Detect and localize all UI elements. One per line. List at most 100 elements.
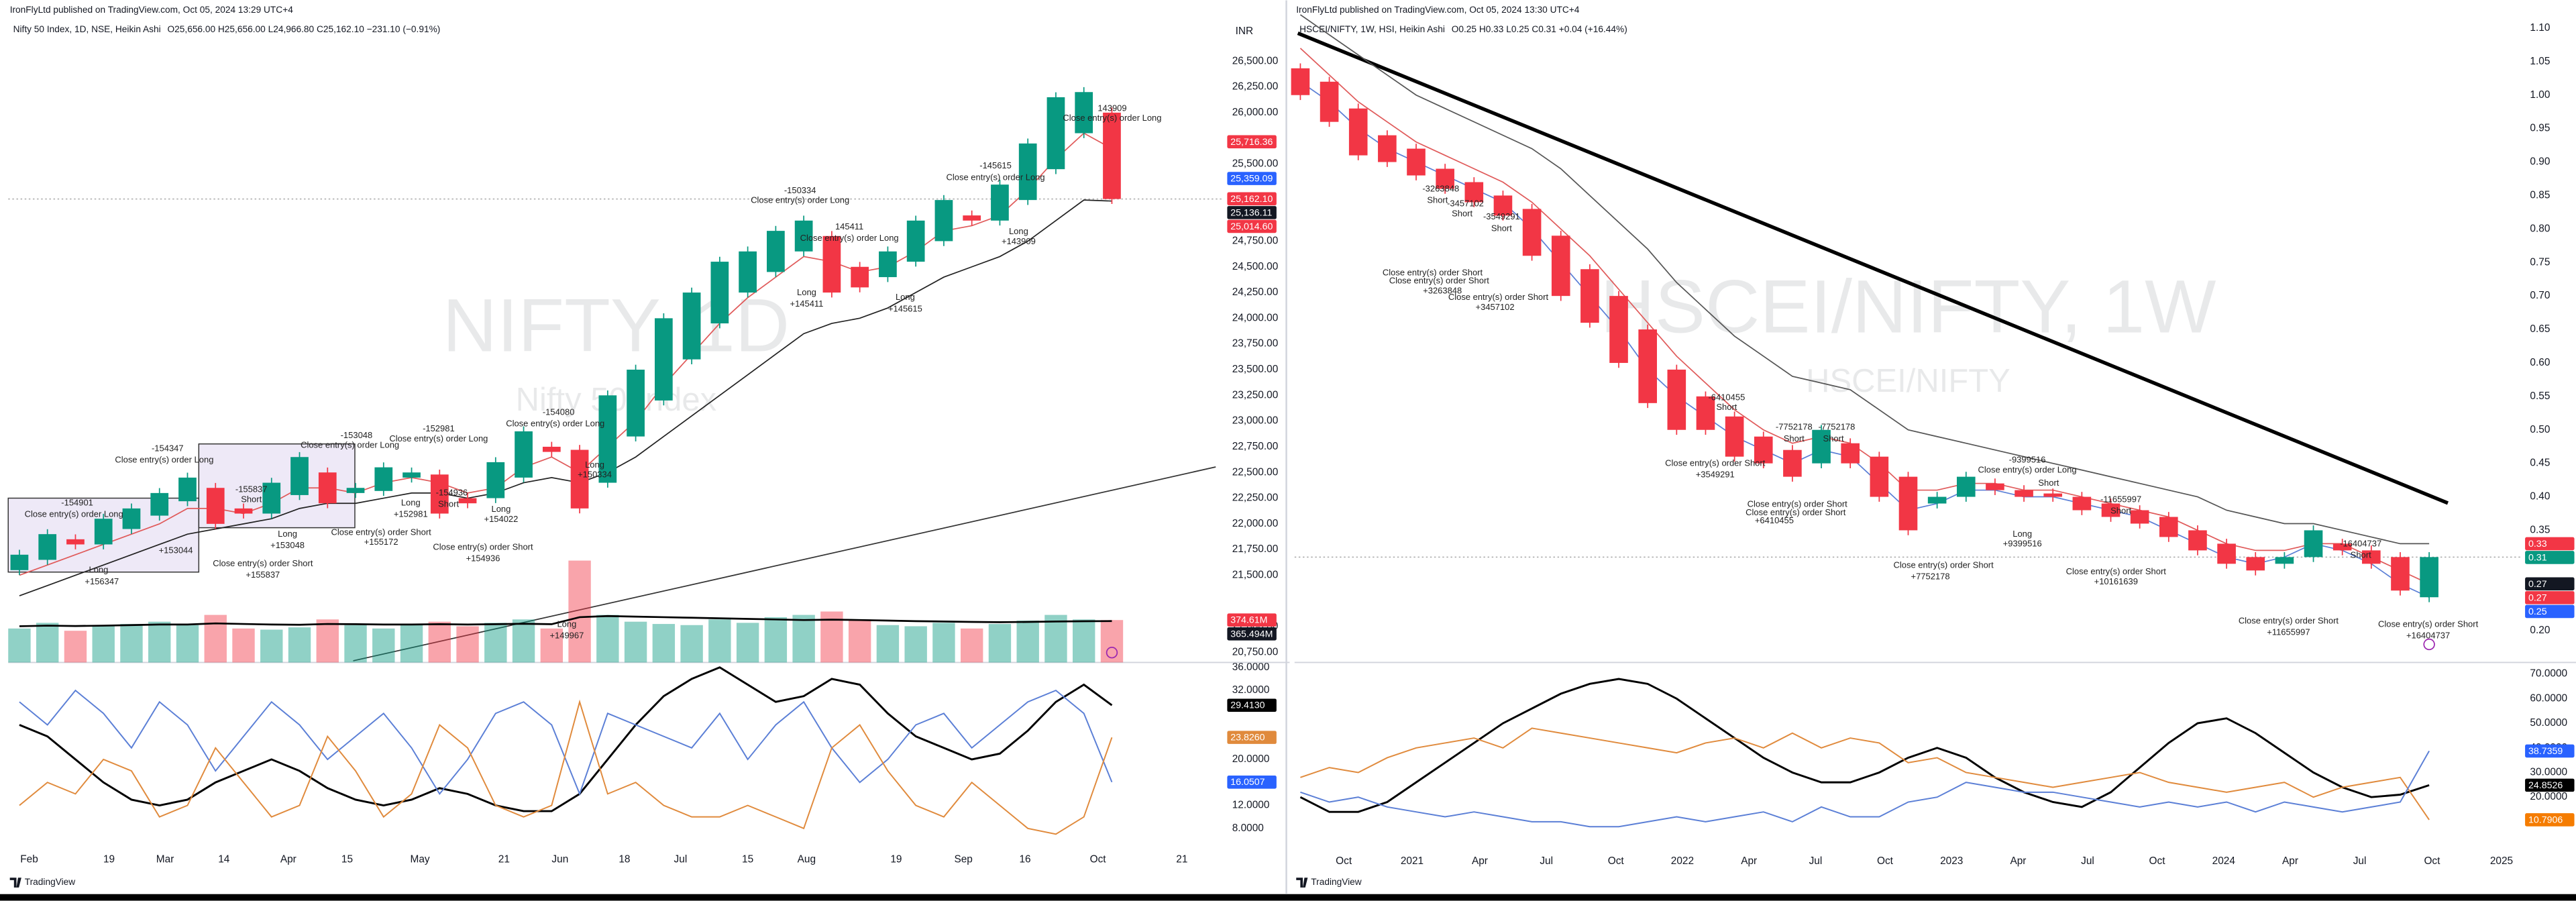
price-badge-label: 0.33 (2528, 539, 2547, 549)
osc-tick-label: 20.0000 (1232, 753, 1270, 765)
x-tick-label: 2022 (1671, 855, 1694, 867)
strategy-annotation: -150334 (784, 185, 816, 195)
strategy-annotation: Close entry(s) order Long (751, 195, 849, 205)
strategy-annotation: +3549291 (1696, 470, 1735, 480)
y-tick-label: 22,750.00 (1232, 441, 1279, 452)
price-badge (1227, 731, 1277, 744)
strategy-annotation: Close entry(s) order Short (2378, 619, 2479, 629)
candle (430, 474, 449, 514)
strategy-annotation: Long (557, 619, 576, 629)
symbol: HSCEI/NIFTY, 1W, HSI, Heikin Ashi (1299, 24, 1445, 34)
strategy-annotation: +143909 (1002, 236, 1036, 246)
candle (794, 220, 813, 252)
x-tick-label: 2023 (1940, 855, 1963, 867)
x-tick-label: 2025 (2490, 855, 2513, 867)
price-badge-label: 374.61M (1230, 615, 1267, 626)
strategy-annotation: -11655997 (2100, 494, 2141, 504)
strategy-annotation: Short (2038, 478, 2059, 488)
publisher: IronFlyLtd published on TradingView.com,… (1296, 5, 1580, 15)
y-tick-label: 21,750.00 (1232, 543, 1279, 555)
strategy-annotation: -155837 (235, 484, 268, 494)
y-tick-label: 26,250.00 (1232, 81, 1279, 93)
y-tick-label: 1.10 (2530, 22, 2550, 34)
strategy-annotation: Close entry(s) order Short (2066, 566, 2167, 576)
strategy-annotation: Long (1009, 226, 1028, 236)
candle (2391, 557, 2410, 591)
x-tick-label: Jul (1540, 855, 1553, 867)
candle (1956, 476, 1976, 497)
candle (1927, 496, 1947, 504)
y-tick-label: 25,500.00 (1232, 158, 1279, 170)
candle (38, 534, 57, 560)
candle (1841, 443, 1860, 464)
x-tick-label: Jul (2081, 855, 2094, 867)
y-tick-label: 0.95 (2530, 123, 2550, 134)
price-badge (2525, 604, 2575, 619)
strategy-annotation: Short (1491, 223, 1512, 233)
strategy-annotation: Close entry(s) order Short (2239, 616, 2339, 626)
replay-icon (1106, 647, 1118, 659)
strategy-annotation: +16404737 (2406, 631, 2450, 641)
candle (1291, 68, 1310, 95)
x-tick-label: 18 (619, 853, 630, 865)
strategy-annotation: +154936 (466, 553, 500, 564)
candle (2159, 517, 2178, 537)
volume-bar (736, 623, 759, 663)
volume-bar (764, 617, 788, 663)
volume-bar (148, 621, 171, 663)
y-tick-label: 26,000.00 (1232, 107, 1279, 118)
price-badge-label: 29.4130 (1230, 700, 1265, 711)
price-badge (2525, 813, 2575, 827)
volume-bar (1073, 619, 1095, 663)
volume-bar (1100, 620, 1124, 663)
candle (2217, 543, 2236, 564)
strategy-annotation: -7752178 (1776, 422, 1813, 432)
strategy-annotation: -9399516 (2009, 455, 2046, 465)
price-badge-label: 25,162.10 (1230, 194, 1273, 205)
y-tick-label: 20,750.00 (1232, 646, 1279, 657)
strategy-annotation: +11655997 (2267, 627, 2310, 637)
strategy-annotation: -3457102 (1447, 199, 1484, 209)
y-tick-label: 0.70 (2530, 290, 2550, 301)
strategy-annotation: -3549291 (1483, 211, 1520, 221)
strategy-annotation: Short (1823, 433, 1844, 443)
candle (1551, 235, 1570, 297)
x-tick-label: Oct (2424, 855, 2440, 867)
price-badge-label: 365.494M (1230, 629, 1273, 639)
strategy-annotation: Close entry(s) order Short (1894, 560, 1994, 570)
replay-icon (2423, 638, 2435, 651)
trend-line (1297, 31, 2449, 505)
candle (2043, 493, 2063, 497)
strategy-annotation: Short (2110, 506, 2131, 516)
strategy-annotation: -152981 (423, 423, 455, 433)
volume-bar (204, 615, 227, 663)
candle (1436, 168, 1454, 189)
candle (1754, 436, 1773, 464)
watermark: HSCEI/NIFTY, 1W (1601, 264, 2216, 349)
candle (318, 472, 337, 504)
candle (1046, 97, 1065, 170)
strategy-annotation: Close entry(s) order Long (947, 172, 1045, 182)
strategy-annotation: -145615 (979, 160, 1012, 170)
price-badge-label: 25,716.36 (1230, 137, 1273, 148)
strategy-annotation: Short (241, 494, 262, 504)
strategy-annotation: Close entry(s) order Short (1746, 507, 1846, 517)
osc-tick-label: 50.0000 (2530, 717, 2567, 729)
candle (1378, 135, 1397, 162)
x-tick-label: 2021 (1401, 855, 1424, 867)
x-tick-label: Mar (156, 853, 174, 865)
y-tick-label: 1.00 (2530, 89, 2550, 101)
candle (598, 395, 617, 483)
candle (2275, 557, 2294, 564)
strategy-annotation: +149967 (549, 631, 584, 641)
moving-average (1299, 48, 2430, 585)
volume-bar (652, 624, 676, 663)
strategy-annotation: Long (896, 292, 915, 302)
candle (2101, 503, 2121, 517)
volume-bar (568, 560, 591, 663)
price-badge (2525, 537, 2575, 551)
y-tick-label: 22,500.00 (1232, 466, 1279, 478)
strategy-annotation: Long (797, 287, 816, 297)
x-tick-label: Apr (280, 853, 297, 865)
strategy-annotation: +153044 (159, 545, 193, 555)
